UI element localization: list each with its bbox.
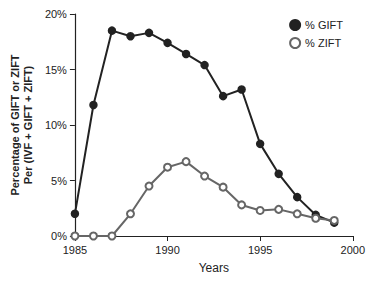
svg-text:15%: 15% [45, 64, 67, 76]
svg-text:1995: 1995 [248, 244, 272, 256]
svg-text:2000: 2000 [341, 244, 365, 256]
svg-text:% GIFT: % GIFT [305, 19, 343, 31]
svg-text:Percentage of GIFT or ZIFT: Percentage of GIFT or ZIFT [9, 54, 21, 195]
svg-text:10%: 10% [45, 119, 67, 131]
svg-text:1990: 1990 [155, 244, 179, 256]
svg-text:20%: 20% [45, 8, 67, 20]
svg-text:Years: Years [199, 261, 229, 275]
svg-text:% ZIFT: % ZIFT [305, 37, 341, 49]
svg-text:0%: 0% [51, 230, 67, 242]
svg-text:5%: 5% [51, 175, 67, 187]
svg-text:Per (IVF + GIFT + ZIFT): Per (IVF + GIFT + ZIFT) [22, 65, 34, 184]
svg-text:1985: 1985 [63, 244, 87, 256]
